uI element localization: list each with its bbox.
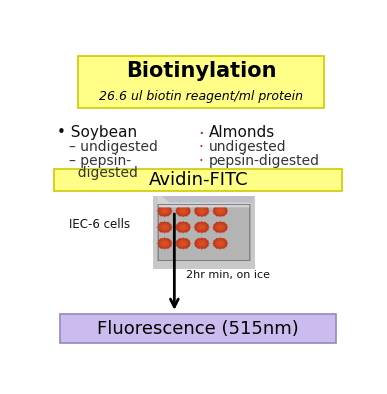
- Text: ·: ·: [199, 125, 204, 143]
- Text: Avidin-FITC: Avidin-FITC: [149, 171, 248, 189]
- FancyBboxPatch shape: [54, 169, 342, 191]
- Text: Biotinylation: Biotinylation: [126, 61, 277, 81]
- Text: pepsin-digested: pepsin-digested: [209, 154, 320, 168]
- Text: digested: digested: [69, 166, 138, 180]
- Text: 2hr min, on ice: 2hr min, on ice: [187, 270, 271, 280]
- Text: IEC-6 cells: IEC-6 cells: [69, 218, 130, 231]
- Text: Almonds: Almonds: [209, 125, 275, 139]
- Text: ·: ·: [199, 140, 203, 155]
- FancyBboxPatch shape: [78, 56, 324, 108]
- Text: • Soybean: • Soybean: [57, 125, 137, 139]
- Text: ·: ·: [199, 154, 203, 169]
- Text: Fluorescence (515nm): Fluorescence (515nm): [98, 320, 299, 338]
- Text: – undigested: – undigested: [69, 140, 158, 154]
- Text: – pepsin-: – pepsin-: [69, 154, 132, 168]
- Text: undigested: undigested: [209, 140, 286, 154]
- FancyBboxPatch shape: [60, 314, 336, 343]
- Text: 26.6 ul biotin reagent/ml protein: 26.6 ul biotin reagent/ml protein: [99, 90, 303, 103]
